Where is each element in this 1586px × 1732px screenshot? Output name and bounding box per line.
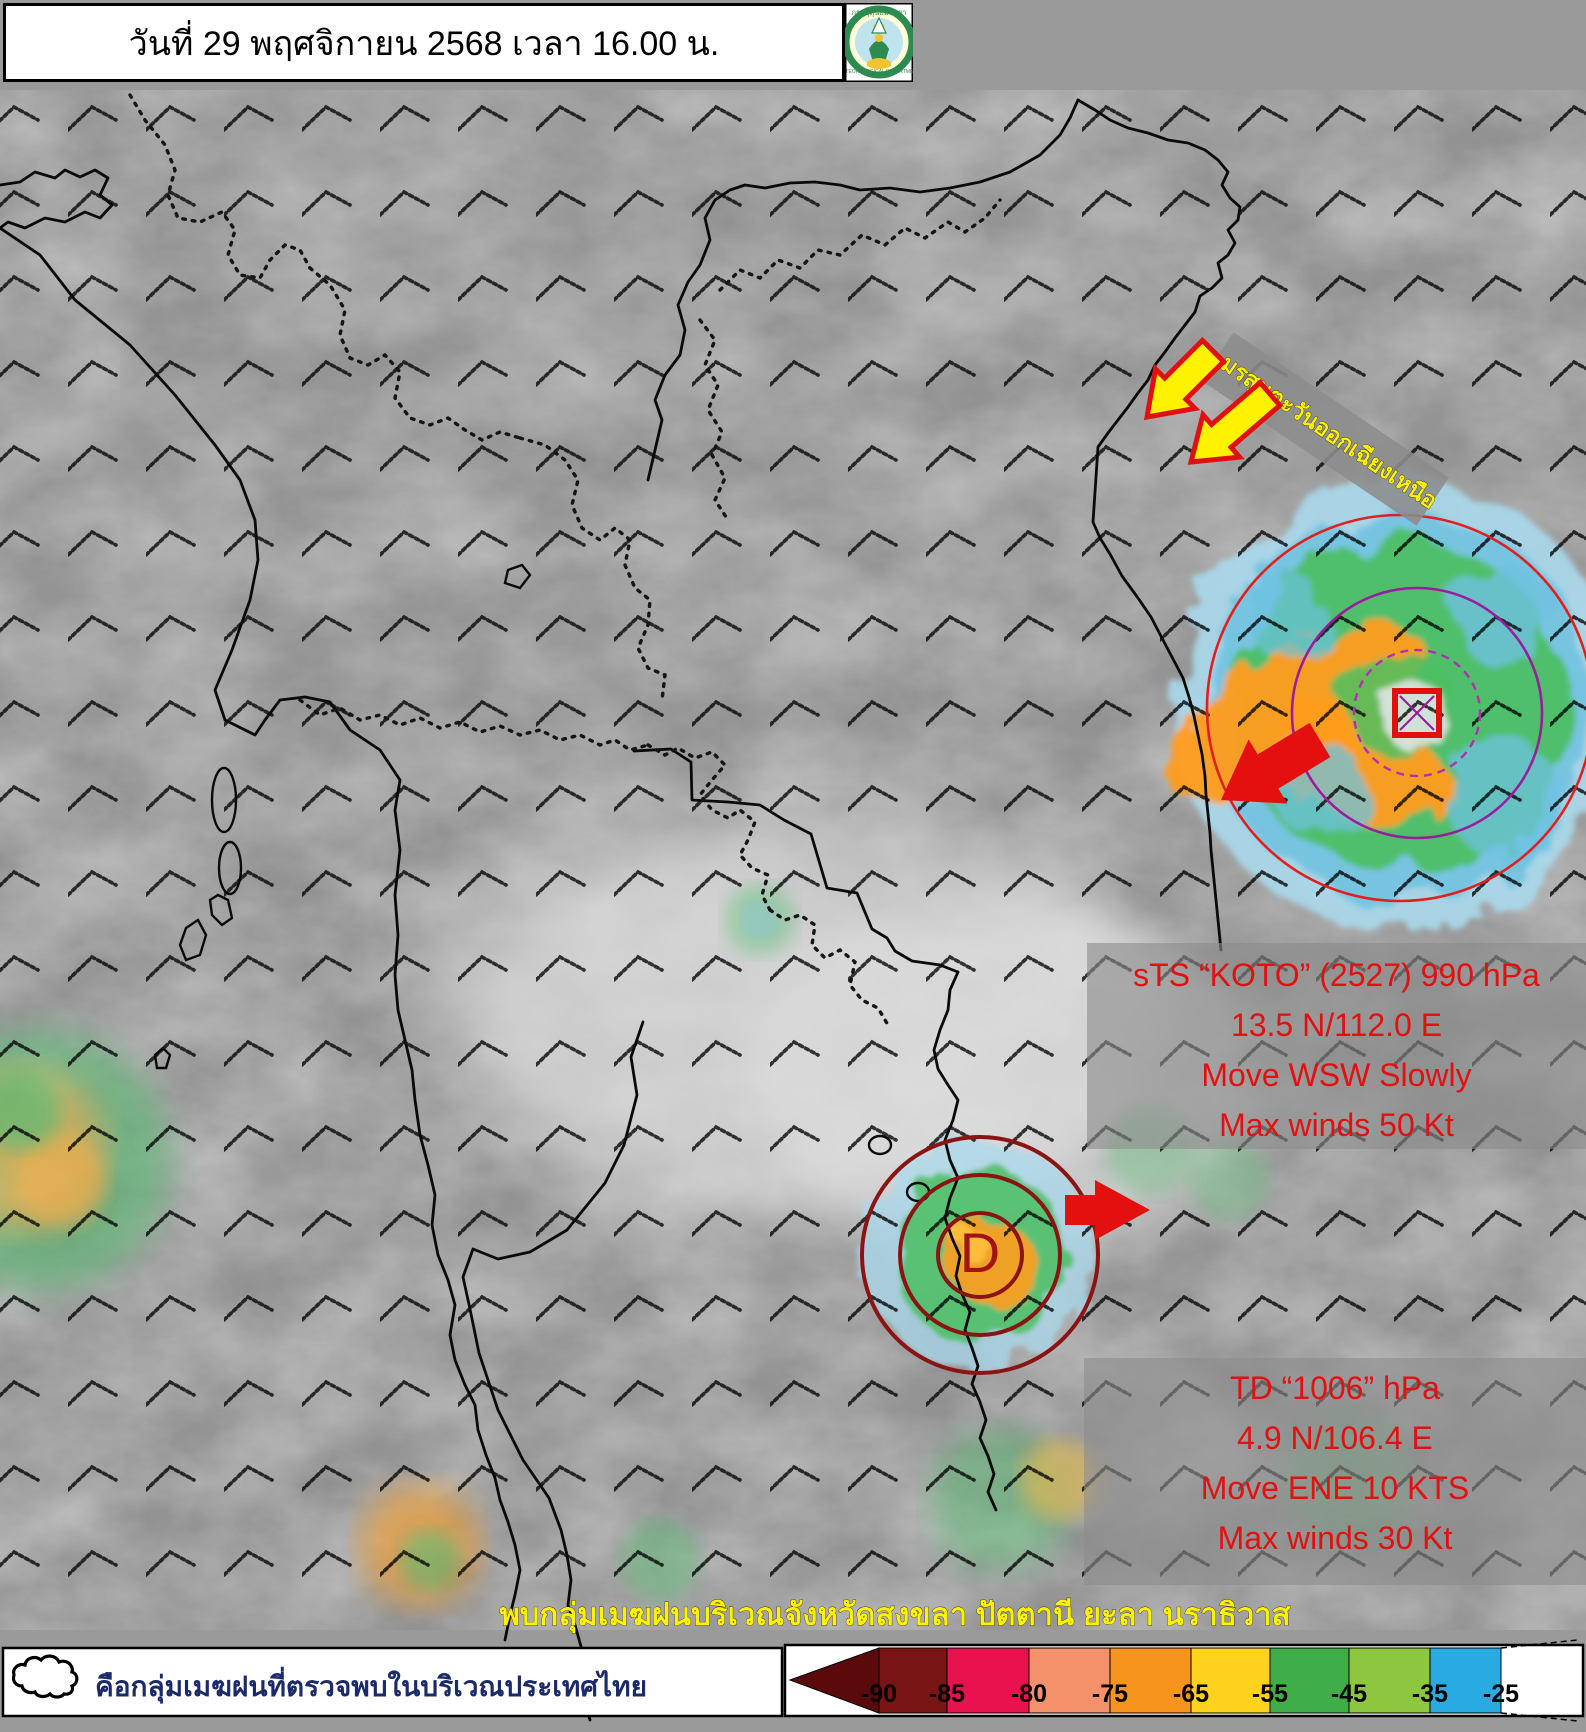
svg-text:METEOROLOGICAL DEPARTMENT: METEOROLOGICAL DEPARTMENT xyxy=(845,69,913,75)
svg-text:D: D xyxy=(960,1221,1000,1284)
svg-text:กรมอุตุนิยมวิทยา: กรมอุตุนิยมวิทยา xyxy=(851,8,906,17)
svg-text:พบกลุ่มเมฆฝนบริเวณจังหวัดสงขลา: พบกลุ่มเมฆฝนบริเวณจังหวัดสงขลา ปัตตานี ย… xyxy=(499,1597,1290,1634)
